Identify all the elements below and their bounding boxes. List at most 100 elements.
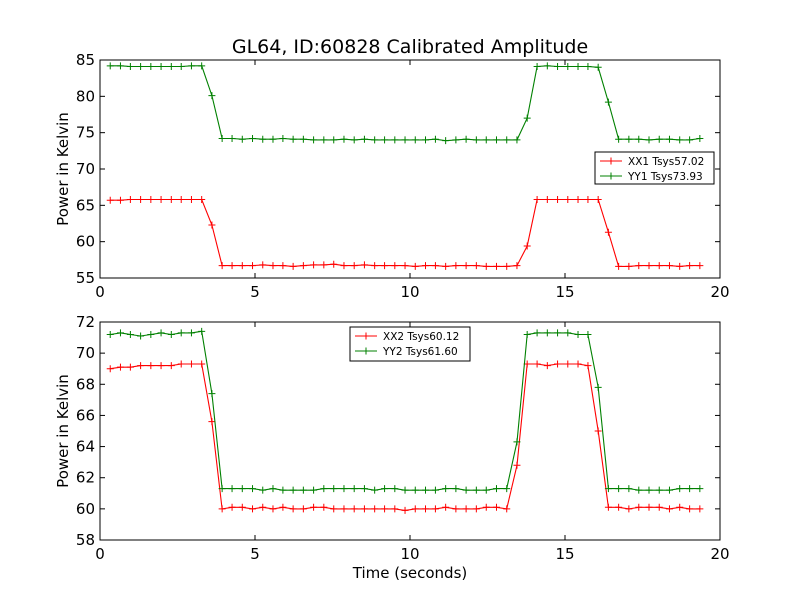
data-point: [228, 485, 236, 493]
legend-label: YY1 Tsys73.93: [627, 171, 703, 183]
data-point: [177, 63, 185, 71]
data-point: [126, 363, 134, 371]
data-point: [401, 486, 409, 494]
data-point: [533, 360, 541, 368]
data-point: [249, 134, 257, 142]
data-point: [391, 485, 399, 493]
data-point: [543, 329, 551, 337]
data-point: [279, 486, 287, 494]
data-point: [269, 505, 277, 513]
data-point: [482, 262, 490, 270]
data-point: [371, 136, 379, 144]
data-point: [686, 485, 694, 493]
data-point: [655, 503, 663, 511]
data-point: [157, 196, 165, 204]
data-point: [503, 136, 511, 144]
data-point: [249, 262, 257, 270]
data-point: [665, 505, 673, 513]
data-point: [452, 485, 460, 493]
data-point: [238, 503, 246, 511]
data-point: [411, 505, 419, 513]
data-point: [564, 360, 572, 368]
x-tick-label: 20: [710, 545, 729, 563]
chart-title: GL64, ID:60828 Calibrated Amplitude: [232, 36, 588, 58]
data-point: [604, 485, 612, 493]
data-point: [157, 63, 165, 71]
data-point: [330, 136, 338, 144]
data-point: [320, 136, 328, 144]
data-point: [431, 262, 439, 270]
data-point: [696, 485, 704, 493]
data-point: [208, 221, 216, 229]
data-point: [492, 503, 500, 511]
data-point: [543, 62, 551, 70]
data-point: [157, 329, 165, 337]
data-point: [452, 505, 460, 513]
data-point: [360, 261, 368, 269]
data-point: [401, 136, 409, 144]
data-point: [503, 505, 511, 513]
data-point: [310, 136, 318, 144]
data-point: [686, 505, 694, 513]
data-point: [431, 486, 439, 494]
data-point: [462, 505, 470, 513]
data-point: [350, 485, 358, 493]
x-tick-label: 10: [400, 545, 419, 563]
data-point: [137, 63, 145, 71]
legend-label: YY2 Tsys61.60: [382, 346, 458, 358]
data-point: [411, 262, 419, 270]
data-point: [422, 136, 429, 144]
data-point: [310, 261, 318, 269]
bottom-panel: 0 5 10 15 20 58 60 62 64 66 68 70 72 Power in Kelvin T…: [54, 313, 730, 582]
data-point: [269, 135, 277, 143]
data-point: [431, 135, 439, 143]
data-point: [208, 390, 216, 398]
data-point: [330, 505, 338, 513]
data-point: [635, 503, 643, 511]
data-point: [604, 98, 612, 106]
data-point: [564, 196, 572, 204]
x-tick-label: 5: [250, 545, 260, 563]
data-point: [350, 262, 358, 270]
data-point: [665, 135, 673, 143]
data-point: [187, 360, 195, 368]
data-point: [635, 135, 643, 143]
data-point: [513, 262, 521, 270]
data-point: [381, 505, 389, 513]
data-point: [676, 136, 684, 144]
data-point: [625, 135, 633, 143]
data-point: [442, 262, 450, 270]
x-tick-label: 5: [250, 283, 260, 301]
data-point: [594, 383, 602, 391]
data-point: [259, 486, 267, 494]
legend: [594, 151, 715, 185]
data-point: [472, 262, 480, 270]
data-point: [218, 505, 226, 513]
data-point: [116, 196, 124, 204]
data-point: [645, 486, 653, 494]
data-point: [462, 486, 470, 494]
x-axis-label: Time (seconds): [352, 564, 468, 582]
data-point: [116, 363, 124, 371]
data-point: [554, 360, 562, 368]
data-point: [533, 329, 541, 337]
legend: [349, 326, 471, 362]
data-point: [543, 196, 551, 204]
data-point: [655, 486, 663, 494]
data-point: [696, 262, 704, 270]
data-point: [310, 486, 318, 494]
data-point: [645, 503, 653, 511]
data-point: [452, 136, 460, 144]
data-point: [218, 262, 226, 270]
data-point: [554, 63, 562, 71]
data-point: [218, 485, 226, 493]
data-point: [615, 135, 623, 143]
data-point: [289, 135, 297, 143]
data-point: [492, 485, 500, 493]
data-point: [360, 485, 368, 493]
data-point: [147, 196, 155, 204]
data-point: [208, 92, 216, 100]
data-point: [126, 330, 134, 338]
x-tick-label: 0: [95, 545, 105, 563]
data-point: [360, 505, 368, 513]
